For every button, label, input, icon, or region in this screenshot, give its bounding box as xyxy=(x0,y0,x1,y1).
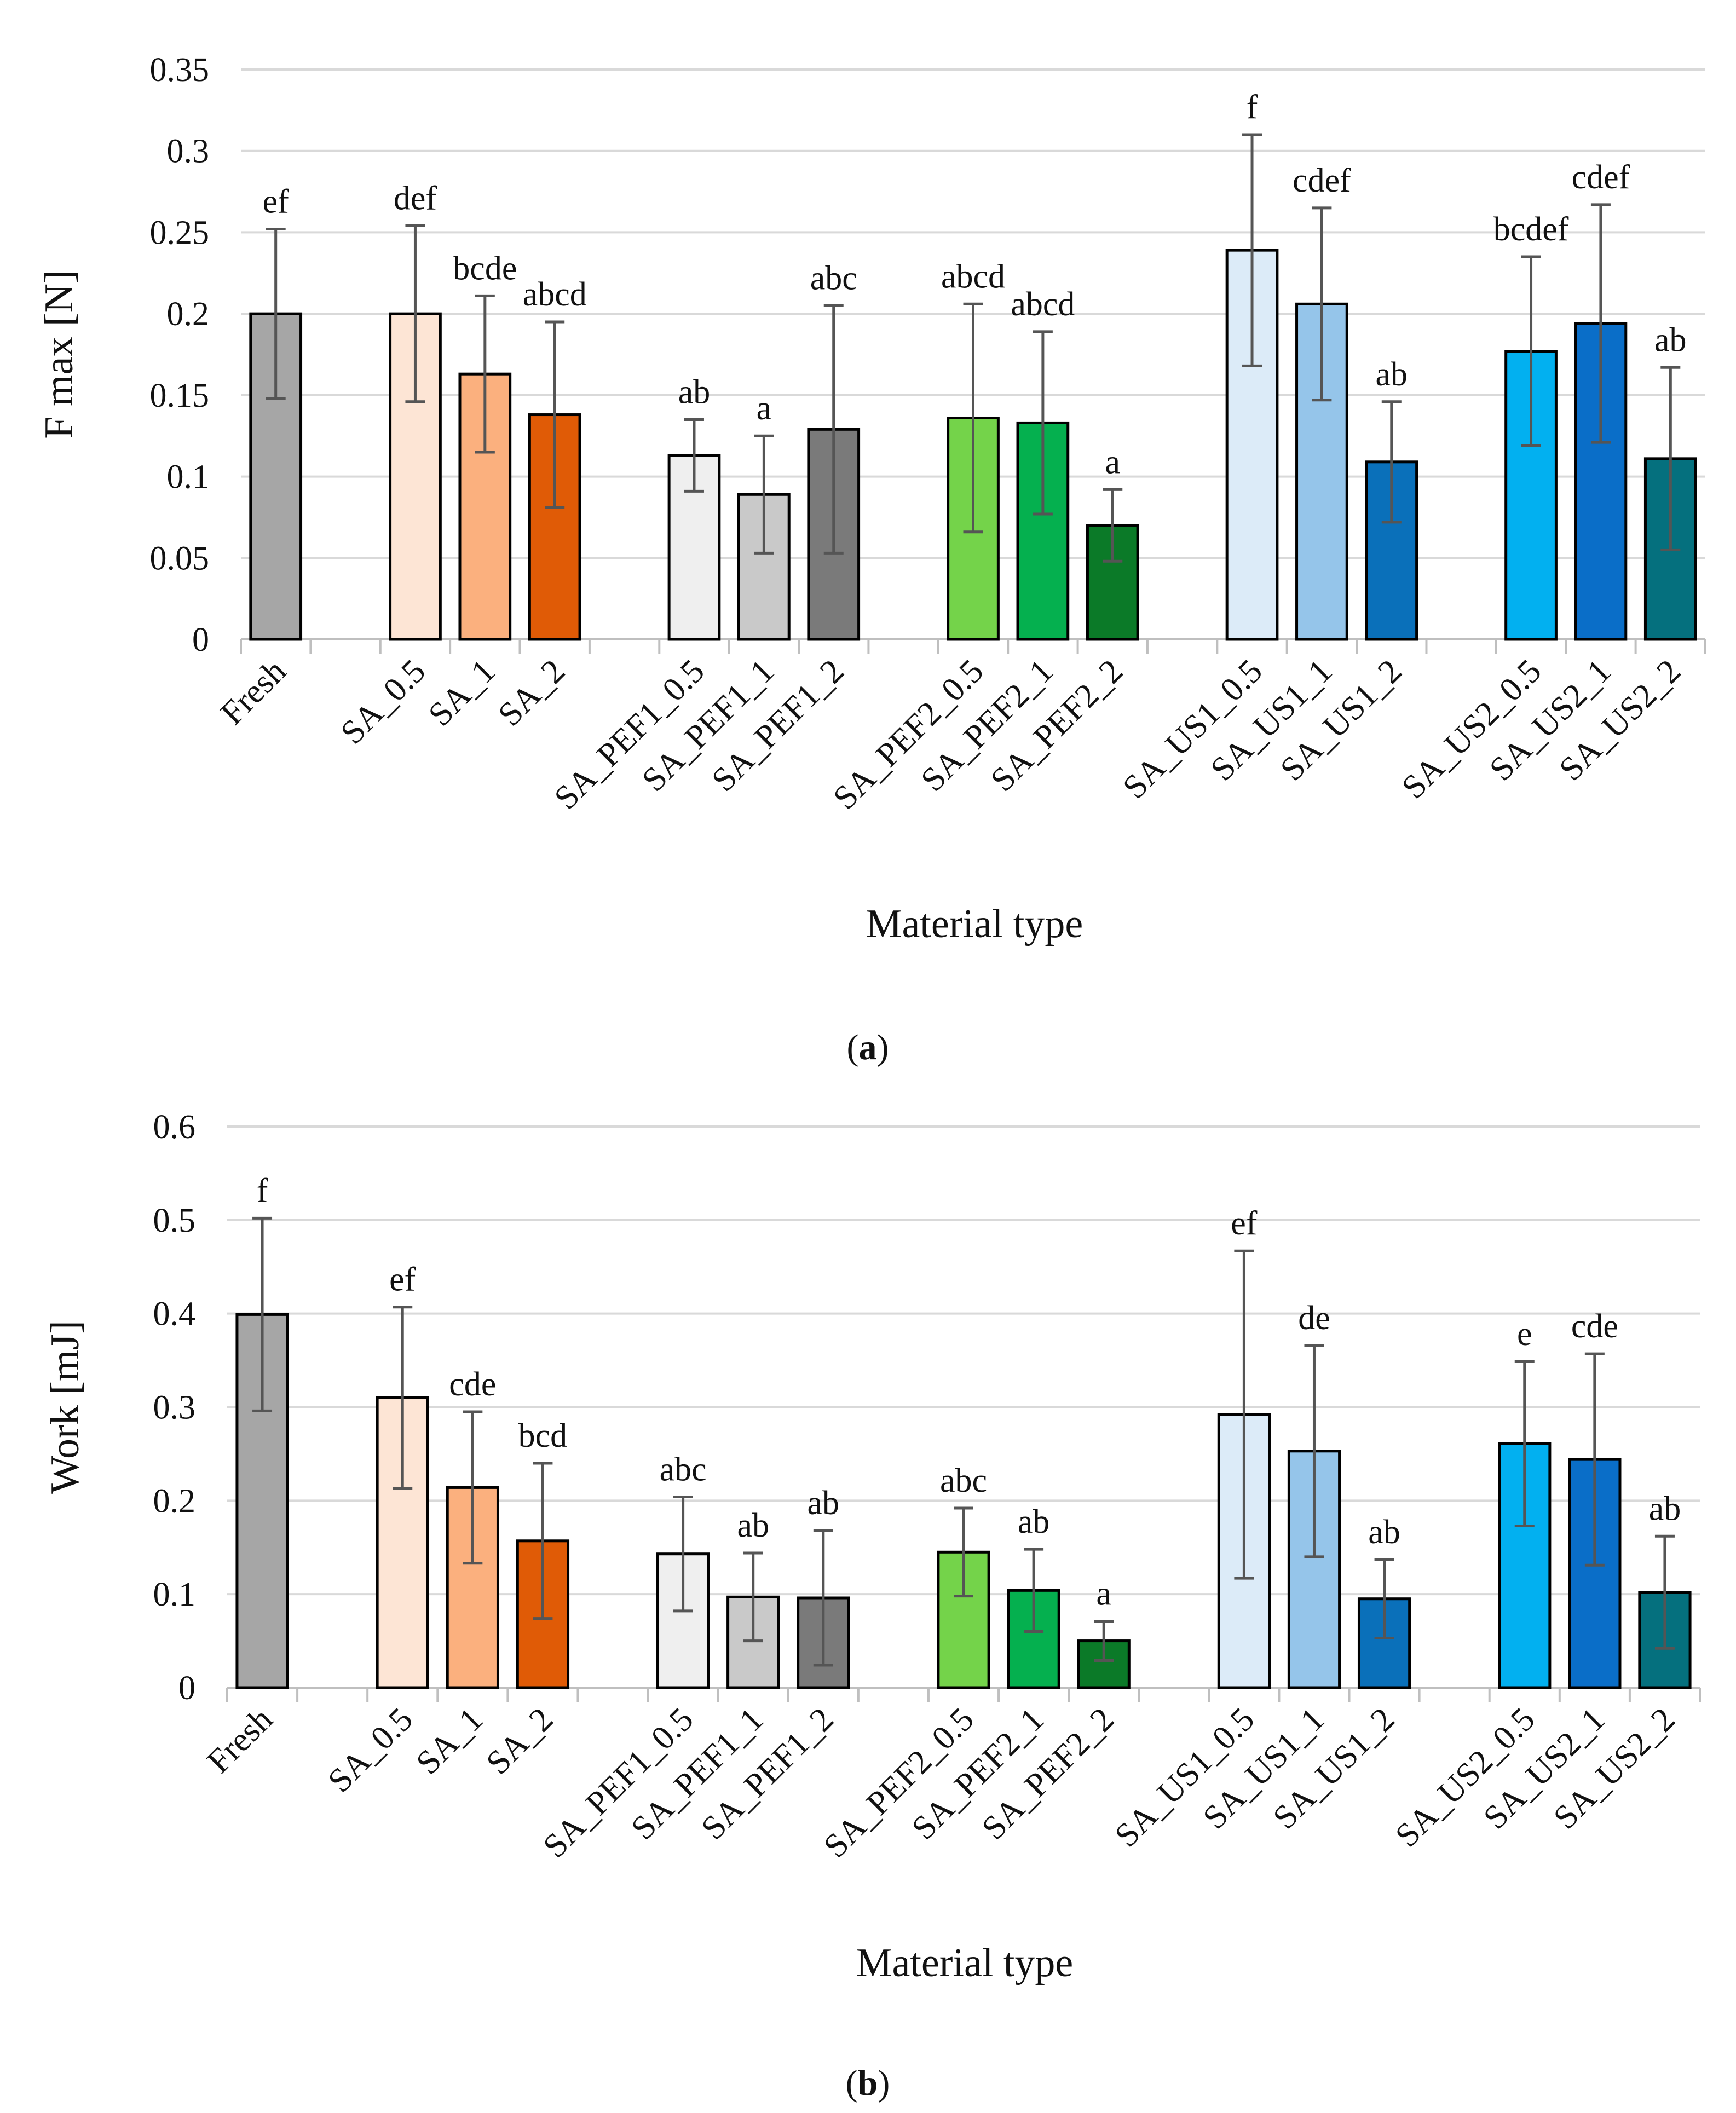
significance-letter: ab xyxy=(1649,1490,1681,1527)
panel-paren-close: ) xyxy=(878,2063,890,2103)
chart-a-fmax: 0 0.05 0.1 0.15 0.2 0.25 0.3 0.35 ef Fresh def SA_0… xyxy=(37,51,1706,1067)
significance-letter: abcd xyxy=(941,258,1005,295)
significance-letter: ab xyxy=(1018,1503,1050,1540)
significance-letter: ab xyxy=(737,1507,769,1544)
significance-letter: ef xyxy=(389,1261,416,1298)
significance-letter: cdef xyxy=(1293,162,1351,199)
significance-letter: abcd xyxy=(1011,286,1075,323)
y-tick-label: 0.15 xyxy=(150,377,210,414)
significance-letter: a xyxy=(757,390,772,427)
y-tick-label: 0.3 xyxy=(153,1389,196,1427)
y-tick-label: 0.3 xyxy=(167,133,210,170)
y-tick-label: 0.35 xyxy=(150,51,210,89)
significance-letter: cde xyxy=(1571,1308,1618,1345)
y-tick-label: 0.25 xyxy=(150,214,210,251)
bar-SA_2 xyxy=(528,413,581,641)
significance-letter: ab xyxy=(1368,1514,1400,1551)
significance-letter: def xyxy=(394,180,437,217)
significance-letter: bcdef xyxy=(1493,211,1569,248)
panel-paren-open: ( xyxy=(846,2063,858,2103)
significance-letter: ab xyxy=(808,1485,840,1522)
panel-label: (b) xyxy=(846,2063,890,2103)
x-tick-label: SA_0.5 xyxy=(321,1701,420,1800)
panel-label: (a) xyxy=(847,1027,889,1067)
significance-letter: de xyxy=(1298,1300,1330,1337)
significance-letter: a xyxy=(1096,1575,1111,1613)
significance-letter: cdef xyxy=(1572,159,1630,196)
y-tick-label: 0.6 xyxy=(153,1109,196,1146)
x-axis-title: Material type xyxy=(856,1941,1074,1985)
significance-letter: f xyxy=(257,1172,268,1209)
y-axis-title: F max [N] xyxy=(37,270,82,438)
bar-SA_0.5 xyxy=(389,312,442,641)
x-tick-label: SA_1 xyxy=(409,1701,490,1782)
significance-letter: ab xyxy=(1376,356,1408,393)
x-tick-label: Fresh xyxy=(214,653,293,732)
y-tick-label: 0.2 xyxy=(153,1482,196,1520)
significance-letter: abc xyxy=(810,259,857,297)
chart-b-work: 0 0.1 0.2 0.3 0.4 0.5 0.6 f Fresh ef SA_0.5 cde SA_1… xyxy=(43,1109,1701,2103)
x-tick-label: Fresh xyxy=(200,1701,280,1781)
y-axis-title: Work [mJ] xyxy=(43,1320,88,1494)
significance-letter: bcde xyxy=(453,250,517,287)
significance-letter: ab xyxy=(1654,321,1687,359)
panel-letter: b xyxy=(858,2063,878,2103)
significance-letter: ab xyxy=(678,373,711,411)
significance-letter: f xyxy=(1247,89,1258,126)
y-tick-label: 0.1 xyxy=(153,1576,196,1613)
y-tick-label: 0.1 xyxy=(167,459,210,496)
panel-paren-close: ) xyxy=(877,1027,889,1067)
y-tick-label: 0.4 xyxy=(153,1296,196,1333)
significance-letter: cde xyxy=(449,1366,496,1403)
significance-letter: ef xyxy=(263,183,290,220)
significance-letter: abc xyxy=(660,1451,707,1488)
panel-paren-open: ( xyxy=(847,1027,859,1067)
significance-letter: ef xyxy=(1231,1205,1258,1242)
panel-letter: a xyxy=(859,1027,877,1067)
significance-letter: abc xyxy=(940,1462,987,1499)
y-tick-label: 0 xyxy=(178,1670,195,1707)
y-tick-label: 0 xyxy=(192,621,209,659)
x-tick-label: SA_1 xyxy=(422,653,503,734)
y-tick-label: 0.5 xyxy=(153,1202,196,1239)
significance-letter: abcd xyxy=(523,276,587,313)
y-tick-label: 0.05 xyxy=(150,540,210,577)
x-tick-label: SA_0.5 xyxy=(333,653,432,752)
significance-letter: bcd xyxy=(518,1417,568,1454)
significance-letter: a xyxy=(1105,443,1120,481)
x-axis-title: Material type xyxy=(866,902,1083,946)
y-tick-label: 0.2 xyxy=(167,296,210,333)
significance-letter: e xyxy=(1517,1315,1532,1353)
x-tick-label: SA_2 xyxy=(491,653,572,734)
x-tick-label: SA_2 xyxy=(479,1701,560,1782)
